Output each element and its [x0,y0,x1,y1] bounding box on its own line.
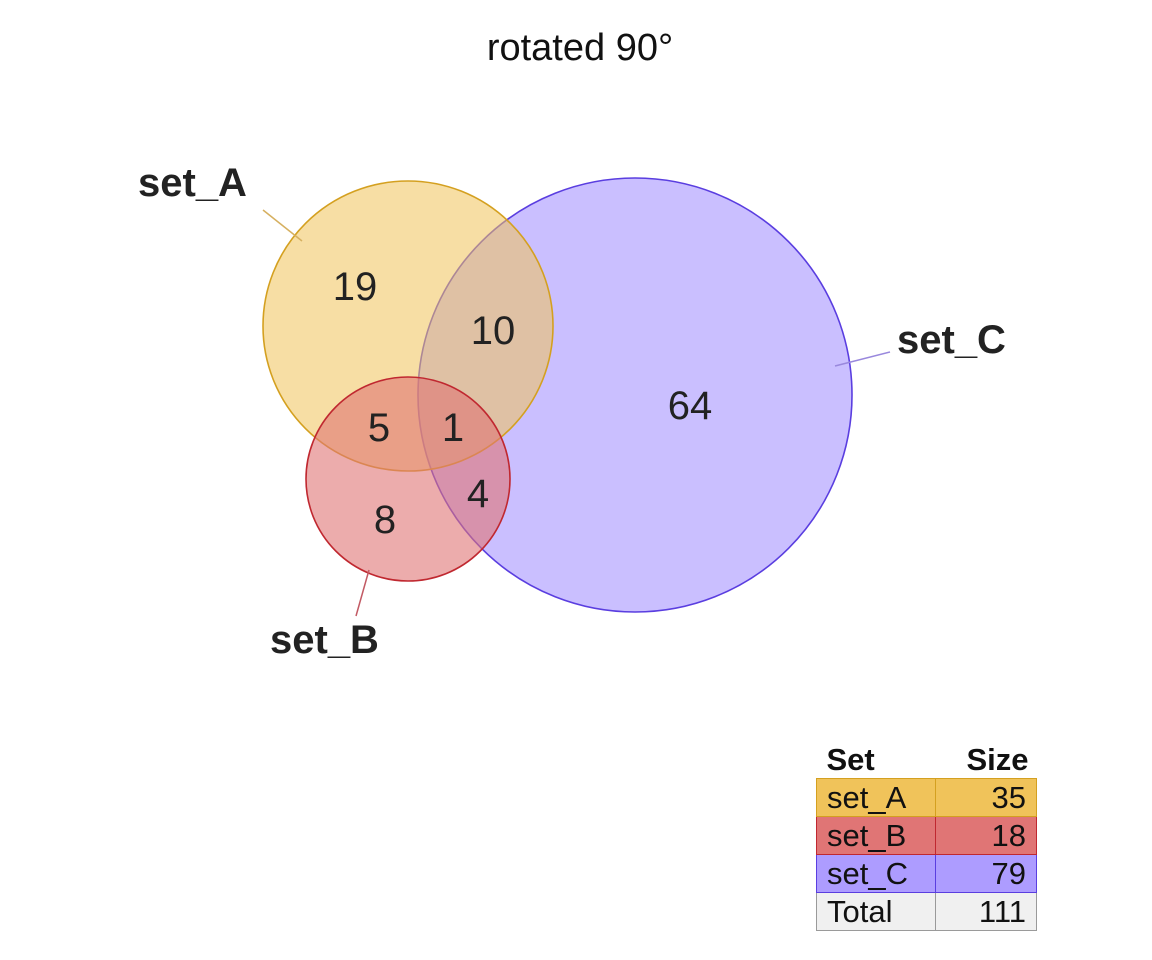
region-b-only-count: 8 [374,498,396,542]
header-set: Set [826,742,875,777]
chart-title: rotated 90° [487,27,673,69]
table-header-row: Set Size [817,740,1037,779]
set-b-leader-line [355,569,370,617]
set-b-name-cell: set_B [816,816,936,855]
set-a-leader-line [262,209,303,242]
header-size: Size [966,742,1029,777]
set-b-label: set_B [270,618,379,662]
table-row-set-a: set_A 35 [816,778,1037,817]
set-c-leader-line [834,351,891,367]
set-a-name-cell: set_A [816,778,936,817]
table-row-set-c: set_C 79 [816,854,1037,893]
set-b-size-cell: 18 [935,816,1037,855]
set-a-label: set_A [138,161,247,205]
region-a-only-count: 19 [333,265,378,309]
region-c-only-count: 64 [668,384,713,428]
set-c-name-cell: set_C [816,854,936,893]
region-b-c-count: 4 [467,472,489,516]
region-a-b-count: 5 [368,406,390,450]
total-size-cell: 111 [935,892,1037,931]
table-row-total: Total 111 [816,892,1037,931]
table-row-set-b: set_B 18 [816,816,1037,855]
region-a-c-count: 10 [471,309,516,353]
set-b-circle [305,376,511,582]
set-size-table: Set Size set_A 35 set_B 18 set_C 79 Tota… [816,740,1037,931]
region-a-b-c-count: 1 [442,406,464,450]
set-a-size-cell: 35 [935,778,1037,817]
set-c-label: set_C [897,318,1006,362]
set-c-size-cell: 79 [935,854,1037,893]
total-name-cell: Total [816,892,936,931]
